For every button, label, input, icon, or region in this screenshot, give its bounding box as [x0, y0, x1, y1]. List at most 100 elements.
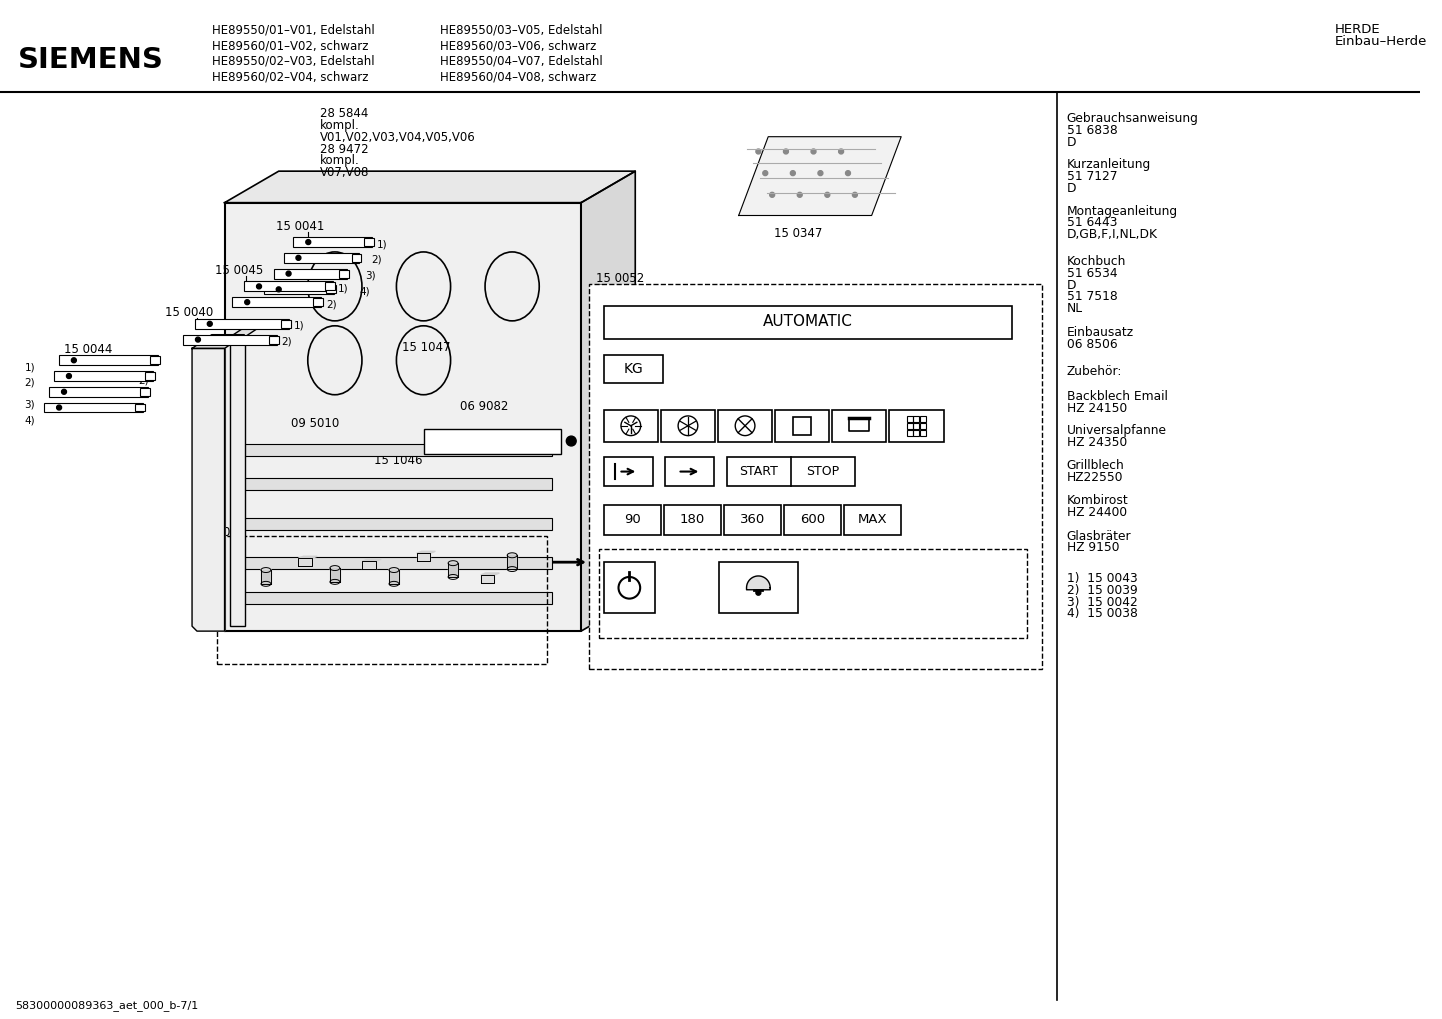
Bar	[195, 319, 288, 329]
Text: kompl.: kompl.	[596, 296, 636, 309]
Text: NL: NL	[1067, 303, 1083, 315]
Text: Grillblech: Grillblech	[1067, 459, 1125, 472]
Text: HE89550/01–V01, Edelstahl: HE89550/01–V01, Edelstahl	[212, 23, 375, 37]
Circle shape	[756, 149, 761, 154]
Bar	[352, 254, 362, 262]
Circle shape	[56, 406, 62, 410]
Polygon shape	[508, 555, 518, 569]
Polygon shape	[330, 568, 340, 582]
Bar	[136, 404, 144, 412]
Circle shape	[770, 193, 774, 198]
Polygon shape	[417, 553, 430, 561]
Text: STOP: STOP	[806, 465, 839, 478]
Ellipse shape	[261, 568, 271, 573]
Text: D: D	[1067, 136, 1076, 149]
Text: 1): 1)	[294, 321, 304, 331]
Bar	[264, 284, 335, 294]
Bar	[268, 335, 278, 343]
Circle shape	[845, 170, 851, 175]
Bar	[236, 444, 551, 455]
Text: Zubehör:: Zubehör:	[1067, 365, 1122, 378]
Bar	[232, 298, 322, 307]
Text: 28 5844: 28 5844	[320, 107, 369, 120]
Bar	[183, 334, 277, 344]
Text: HZ 24150: HZ 24150	[1067, 401, 1126, 415]
Bar	[913, 416, 920, 422]
Circle shape	[567, 436, 577, 446]
Text: 2): 2)	[25, 378, 35, 388]
Text: 06 8506: 06 8506	[1067, 337, 1118, 351]
Bar	[907, 423, 913, 429]
Bar	[604, 505, 660, 535]
Text: 51 6534: 51 6534	[1067, 267, 1118, 279]
Text: Universalpfanne: Universalpfanne	[1067, 424, 1167, 437]
Text: kompl.: kompl.	[320, 119, 360, 132]
Bar	[216, 536, 547, 663]
Text: 15 0041: 15 0041	[275, 220, 324, 233]
Text: 4): 4)	[25, 416, 35, 425]
Bar	[274, 269, 346, 278]
Text: 3)  15 0042: 3) 15 0042	[1067, 596, 1138, 608]
Text: Einbau–Herde: Einbau–Herde	[1334, 36, 1428, 48]
Bar	[776, 410, 829, 442]
Bar	[588, 284, 1043, 668]
Bar	[660, 410, 715, 442]
Bar	[890, 410, 943, 442]
Ellipse shape	[448, 560, 459, 566]
Bar	[231, 336, 245, 627]
Bar	[793, 417, 810, 435]
Ellipse shape	[389, 568, 399, 573]
Circle shape	[790, 170, 796, 175]
Circle shape	[296, 256, 301, 260]
Text: 3): 3)	[365, 271, 376, 280]
Text: 15 1047: 15 1047	[402, 340, 450, 354]
Polygon shape	[261, 570, 271, 584]
Bar	[324, 282, 335, 290]
Bar	[284, 253, 359, 263]
Text: Gebrauchsanweisung: Gebrauchsanweisung	[1067, 112, 1198, 125]
Bar	[913, 423, 920, 429]
Polygon shape	[362, 559, 381, 561]
Text: 51 7127: 51 7127	[1067, 170, 1118, 183]
Bar	[236, 479, 551, 490]
Text: START: START	[740, 465, 779, 478]
Text: Montageanleitung: Montageanleitung	[1067, 205, 1178, 218]
Text: KG: KG	[623, 362, 643, 376]
Circle shape	[763, 170, 767, 175]
Bar	[920, 423, 926, 429]
Bar	[140, 388, 150, 395]
Text: HE89550/02–V03, Edelstahl: HE89550/02–V03, Edelstahl	[212, 55, 375, 68]
Text: V01,V02,V03,V04,V05,V06: V01,V02,V03,V04,V05,V06	[320, 130, 476, 144]
Text: Backblech Email: Backblech Email	[1067, 390, 1168, 403]
Text: Einbausatz: Einbausatz	[1067, 326, 1133, 338]
Bar	[907, 416, 913, 422]
Text: SIEMENS: SIEMENS	[17, 46, 163, 73]
Text: 600: 600	[800, 514, 825, 527]
Text: HZ 9150: HZ 9150	[1067, 541, 1119, 554]
Text: 1)  15 0043: 1) 15 0043	[1067, 572, 1138, 585]
Text: HZ 24350: HZ 24350	[1067, 436, 1126, 449]
Text: 15 2090: 15 2090	[620, 656, 669, 668]
Bar	[294, 237, 372, 247]
Bar	[144, 372, 154, 380]
Text: kompl.: kompl.	[320, 155, 360, 167]
Circle shape	[756, 590, 761, 595]
Text: 51 7518: 51 7518	[1067, 290, 1118, 304]
Polygon shape	[225, 171, 636, 203]
Polygon shape	[738, 137, 901, 215]
Text: 15 0347: 15 0347	[773, 227, 822, 240]
Text: Glasbräter: Glasbräter	[1067, 530, 1132, 543]
Text: HE89550/04–V07, Edelstahl: HE89550/04–V07, Edelstahl	[440, 55, 603, 68]
Polygon shape	[298, 558, 313, 567]
Text: D: D	[1067, 278, 1076, 291]
Text: HE89560/04–V08, schwarz: HE89560/04–V08, schwarz	[440, 70, 597, 84]
Text: 2): 2)	[371, 255, 382, 265]
Polygon shape	[362, 561, 376, 569]
Bar	[313, 299, 323, 306]
Polygon shape	[417, 551, 435, 553]
Text: 2): 2)	[138, 375, 149, 385]
Text: 2): 2)	[326, 300, 336, 309]
Text: 180: 180	[679, 514, 705, 527]
Text: 09 5011: 09 5011	[198, 526, 245, 539]
Polygon shape	[389, 570, 399, 584]
